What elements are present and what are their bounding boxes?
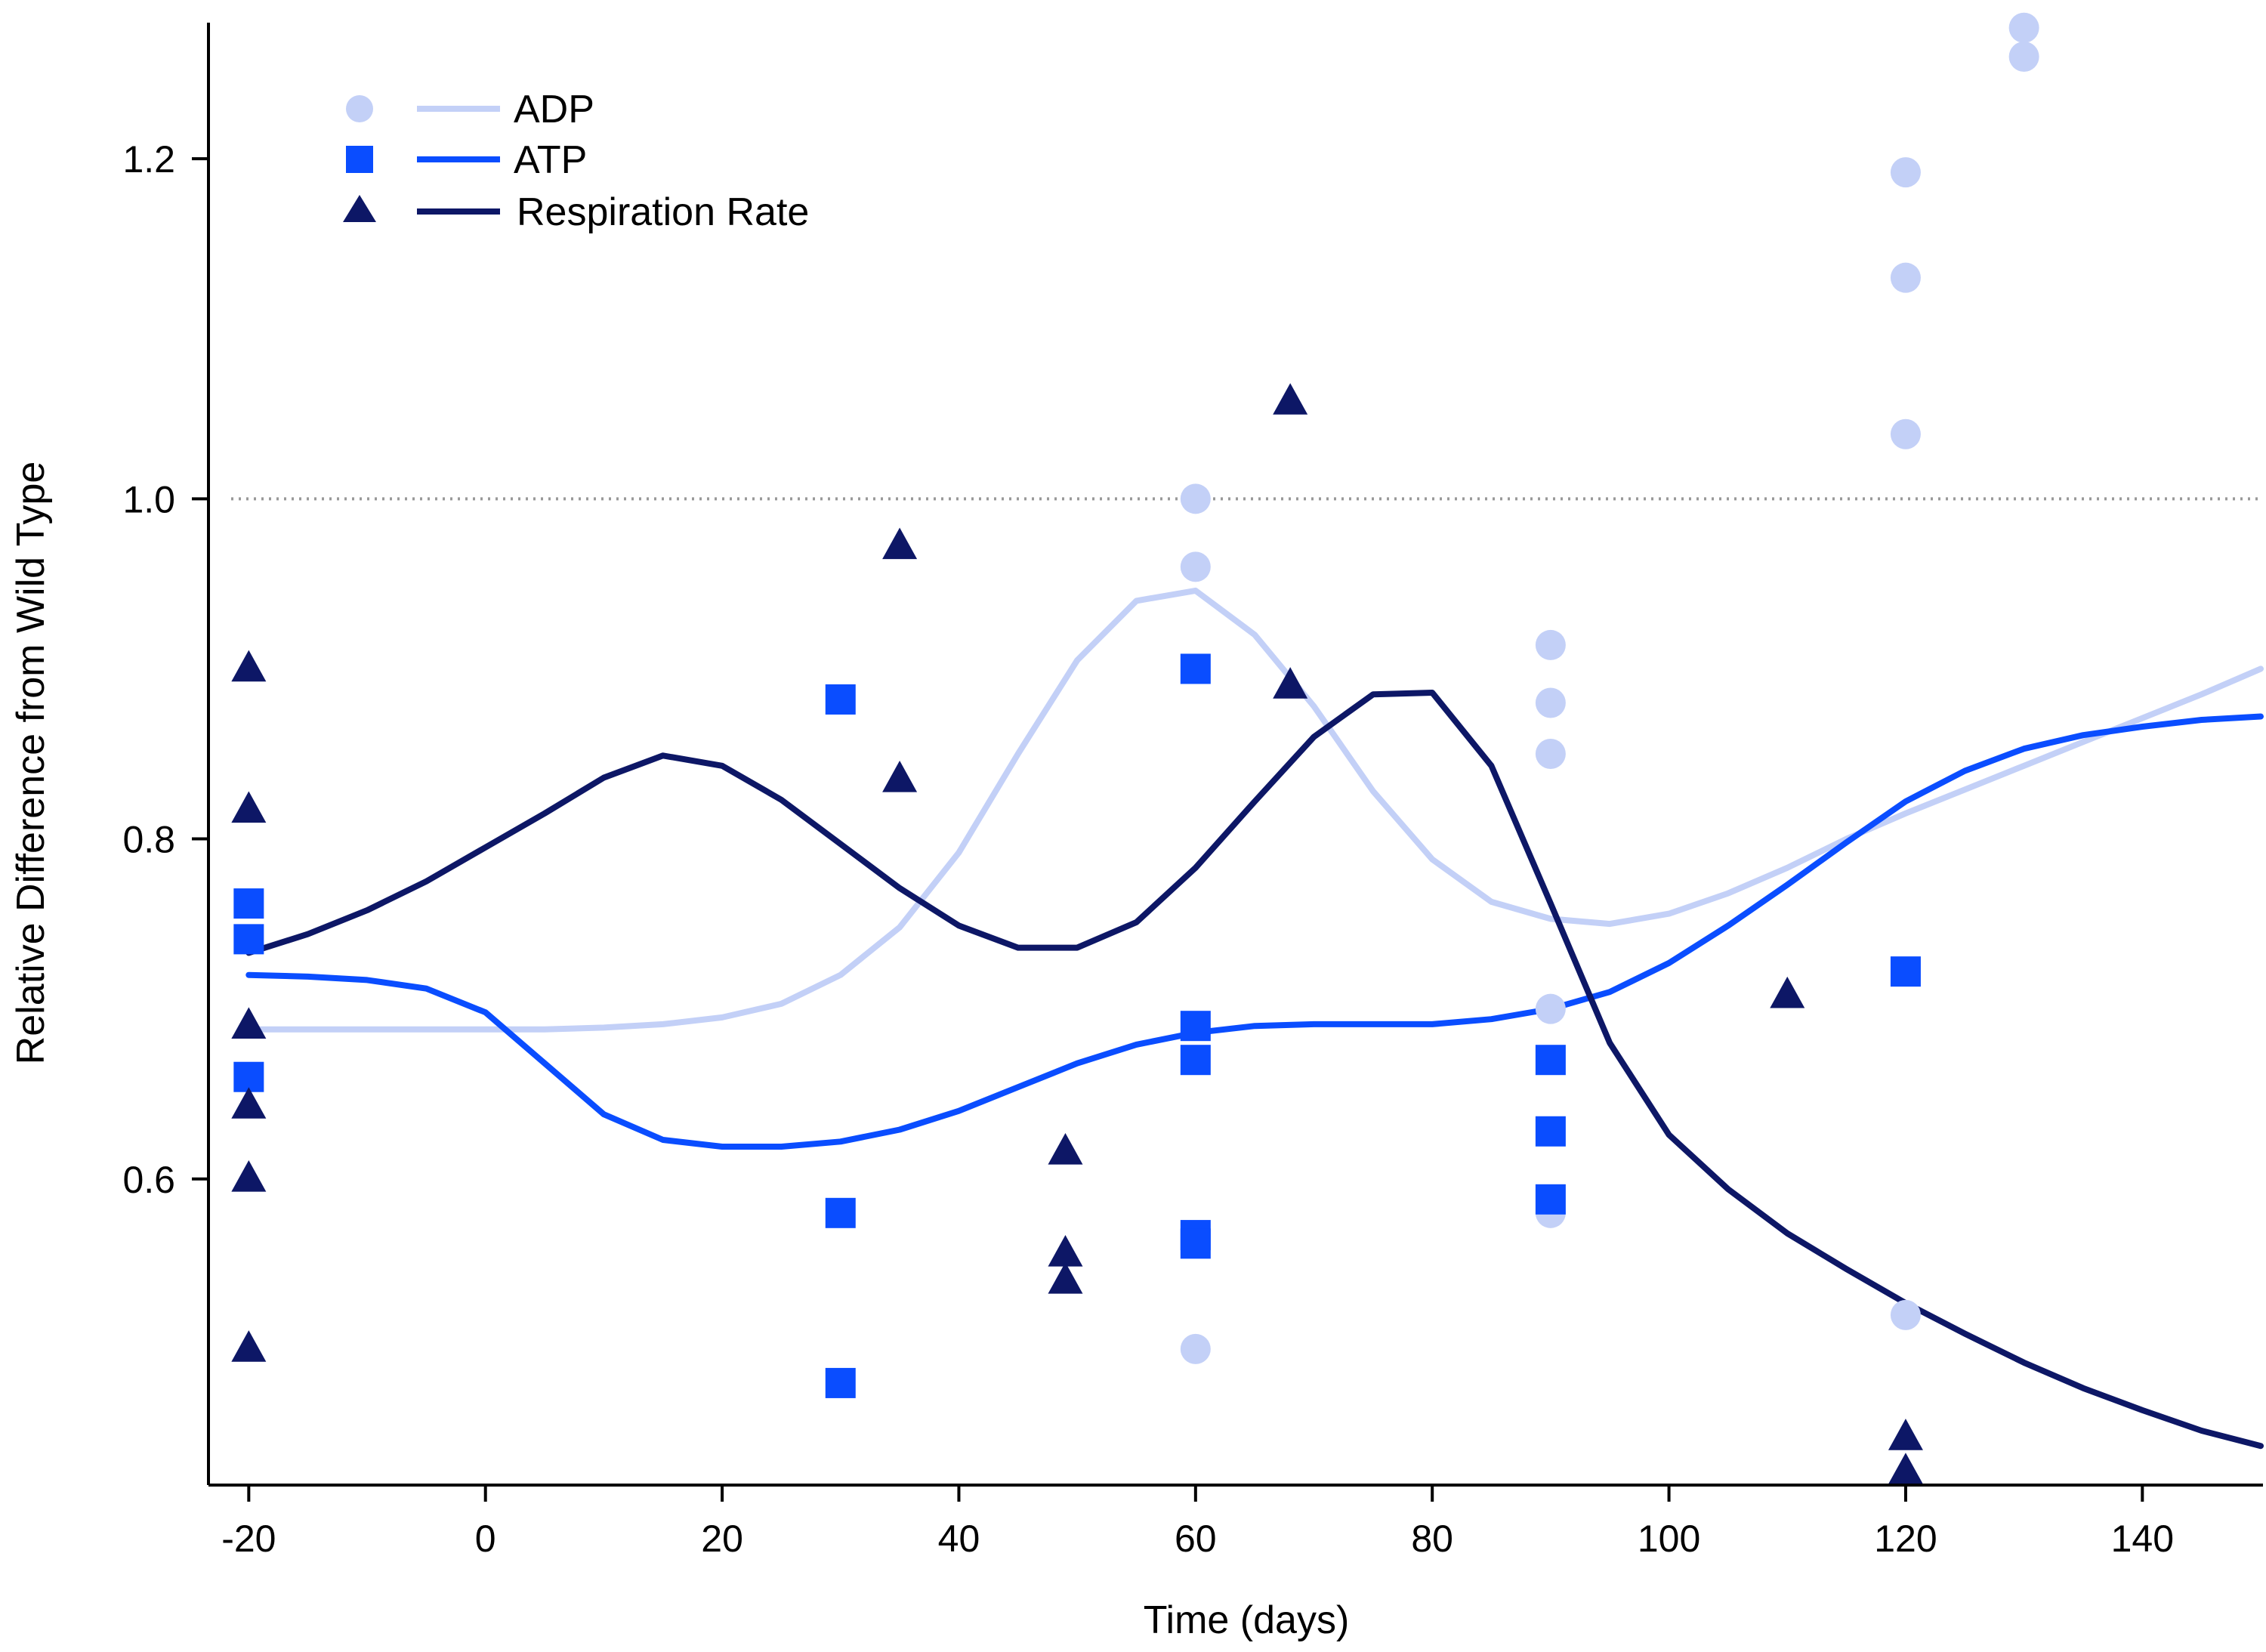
- atp-point: [1180, 1011, 1211, 1042]
- respiration-rate-point: [1048, 1235, 1083, 1267]
- respiration-rate-point: [1888, 1453, 1923, 1484]
- respiration-rate-point: [231, 1087, 267, 1119]
- adp-point: [1180, 1333, 1211, 1364]
- legend-adp-marker: [346, 95, 373, 122]
- legend-atp-marker: [346, 146, 373, 173]
- respiration-rate-point: [1770, 976, 1805, 1008]
- x-axis-label: Time (days): [1144, 1598, 1350, 1642]
- atp-point: [825, 684, 856, 715]
- x-tick-label: 100: [1638, 1518, 1700, 1560]
- x-tick-label: -20: [221, 1518, 276, 1560]
- respiration-rate-point: [882, 527, 918, 560]
- adp-point: [1535, 629, 1566, 660]
- respiration-rate-point: [231, 650, 267, 682]
- x-tick-label: 120: [1874, 1518, 1937, 1560]
- legend-atp-label: ATP: [514, 138, 587, 182]
- x-ticks: -20 0 20 40 60 80 100 120 140: [221, 1485, 2174, 1560]
- atp-point: [1535, 1045, 1566, 1076]
- y-tick-label: 0.8: [122, 819, 175, 861]
- adp-point: [2008, 42, 2039, 73]
- adp-point: [1180, 551, 1211, 582]
- respiration-rate-point: [231, 1007, 267, 1039]
- adp-point: [1890, 157, 1921, 188]
- legend-adp-label: ADP: [514, 88, 594, 131]
- adp-point: [2008, 12, 2039, 43]
- y-tick-label: 0.6: [122, 1159, 175, 1201]
- legend: ADP ATP Respiration Rate: [343, 88, 809, 234]
- adp-point: [1535, 739, 1566, 769]
- adp-point: [1180, 483, 1211, 514]
- legend-respiration-marker: [343, 195, 376, 222]
- respiration-rate-point: [1048, 1132, 1083, 1165]
- atp-point: [1890, 956, 1921, 987]
- adp-curve: [245, 587, 2264, 1033]
- atp-curve: [245, 713, 2264, 1150]
- respiration-rate-curve: [245, 690, 2264, 1450]
- adp-point: [1890, 262, 1921, 293]
- respiration-rate-point: [1888, 1419, 1923, 1450]
- atp-point: [825, 1367, 856, 1398]
- y-ticks: 0.6 0.8 1.0 1.2: [122, 138, 208, 1201]
- x-tick-label: 60: [1175, 1518, 1217, 1560]
- atp-point: [1180, 1045, 1211, 1076]
- respiration-rate-point: [1048, 1262, 1083, 1294]
- atp-point: [825, 1197, 856, 1228]
- respiration-rate-point: [231, 791, 267, 823]
- respiration-rate-point: [231, 1159, 267, 1192]
- x-tick-label: 0: [475, 1518, 496, 1560]
- adp-point: [1535, 687, 1566, 718]
- respiration-rate-point: [231, 1330, 267, 1362]
- x-tick-label: 80: [1411, 1518, 1453, 1560]
- atp-point: [233, 924, 264, 955]
- fit-curves: [245, 587, 2264, 1450]
- adp-point: [1890, 418, 1921, 449]
- atp-point: [1180, 1228, 1211, 1259]
- adp-point: [1535, 993, 1566, 1024]
- atp-point: [233, 1061, 264, 1092]
- adp-point: [1890, 1299, 1921, 1330]
- atp-point: [1535, 1116, 1566, 1147]
- respiration-rate-point: [1273, 383, 1308, 415]
- data-markers: [231, 12, 2039, 1484]
- y-axis-label: Relative Difference from Wild Type: [9, 462, 53, 1065]
- legend-respiration-label: Respiration Rate: [517, 190, 809, 234]
- y-tick-label: 1.2: [122, 138, 175, 181]
- respiration-rate-point: [1273, 667, 1308, 699]
- x-tick-label: 140: [2111, 1518, 2174, 1560]
- respiration-rate-point: [882, 760, 918, 792]
- atp-point: [1180, 653, 1211, 684]
- atp-point: [1535, 1184, 1566, 1215]
- atp-point: [233, 888, 264, 919]
- x-tick-label: 40: [938, 1518, 980, 1560]
- y-tick-label: 1.0: [122, 478, 175, 520]
- x-tick-label: 20: [701, 1518, 743, 1560]
